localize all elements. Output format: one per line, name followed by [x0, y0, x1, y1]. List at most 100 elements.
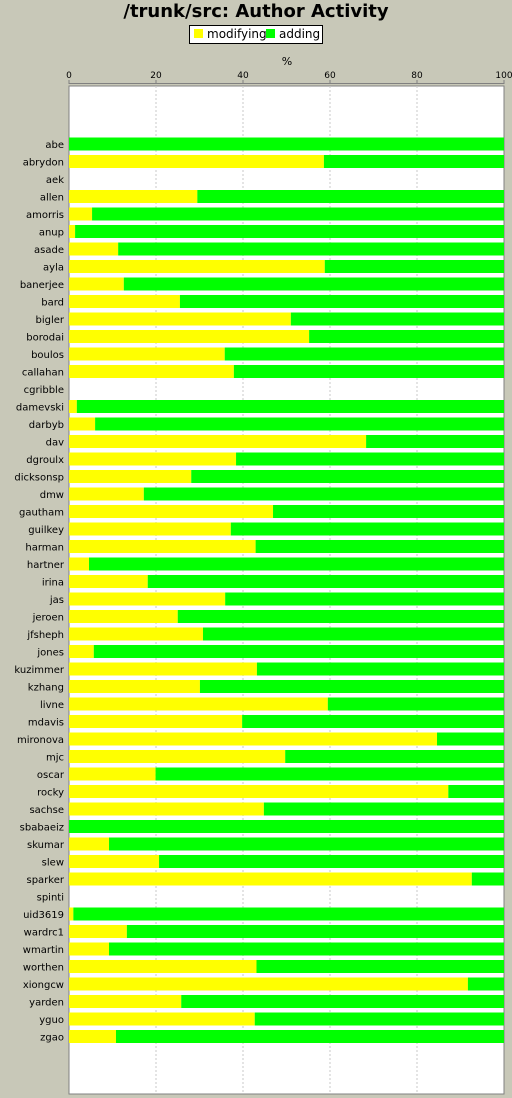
category-label: amorris: [26, 210, 64, 221]
bar-modifying: [69, 312, 291, 326]
bar-adding: [76, 400, 504, 413]
bar-modifying: [69, 995, 182, 1008]
bar-modifying: [69, 435, 367, 448]
bar-modifying: [69, 610, 178, 623]
category-label: oscar: [37, 770, 65, 781]
category-label: ayla: [43, 263, 64, 274]
bar-modifying: [69, 855, 160, 868]
category-label: darbyb: [29, 420, 64, 431]
legend-label-modifying: modifying: [207, 27, 267, 41]
category-label: damevski: [16, 403, 64, 414]
bar-modifying: [69, 872, 472, 886]
bar-adding: [366, 435, 504, 448]
category-label: boulos: [31, 350, 64, 361]
chart-title: /trunk/src: Author Activity: [123, 1, 389, 22]
category-label: jones: [36, 648, 64, 659]
bar-modifying: [69, 190, 198, 203]
bar-adding: [327, 697, 504, 711]
bar-adding: [285, 750, 504, 763]
category-label: abrydon: [23, 158, 64, 169]
bar-adding: [273, 505, 504, 518]
category-label: jfsheph: [26, 630, 64, 641]
bar-modifying: [69, 155, 324, 168]
bar-modifying: [69, 645, 94, 658]
bar-modifying: [69, 1030, 116, 1043]
bar-modifying: [69, 680, 200, 693]
bar-adding: [177, 610, 504, 623]
category-label: yguo: [39, 1015, 64, 1026]
bar-modifying: [69, 242, 119, 256]
bar-modifying: [69, 557, 90, 571]
category-label: anup: [39, 228, 64, 239]
bar-adding: [324, 260, 504, 273]
bar-adding: [323, 155, 504, 168]
category-label: borodai: [26, 333, 64, 344]
x-tick-label: 40: [237, 71, 249, 81]
bar-adding: [224, 347, 505, 361]
bar-adding: [92, 207, 505, 221]
category-label: kzhang: [28, 683, 64, 694]
bar-modifying: [69, 627, 203, 641]
legend: modifying adding: [189, 25, 323, 44]
category-label: spinti: [37, 893, 64, 904]
bar-adding: [143, 487, 504, 501]
bar-adding: [225, 592, 505, 606]
bar-adding: [109, 837, 505, 851]
category-label: mdavis: [28, 718, 64, 729]
x-tick-label: 20: [150, 71, 162, 81]
bar-adding: [69, 820, 504, 833]
bar-modifying: [69, 260, 325, 273]
bar-adding: [242, 715, 504, 728]
category-label: asade: [34, 245, 64, 256]
category-label: jas: [49, 595, 64, 606]
bar-adding: [89, 557, 504, 571]
bar-modifying: [69, 977, 468, 991]
bar-modifying: [69, 277, 124, 291]
category-label: irina: [42, 578, 64, 589]
bar-modifying: [69, 592, 226, 606]
bar-modifying: [69, 505, 274, 518]
category-label: zgao: [40, 1033, 64, 1044]
bar-adding: [115, 1030, 504, 1043]
x-tick-label: 60: [324, 71, 336, 81]
category-label: aek: [46, 175, 64, 186]
category-label: allen: [40, 193, 64, 204]
bar-modifying: [69, 225, 76, 238]
bar-adding: [147, 575, 505, 588]
bar-adding: [256, 662, 504, 676]
bar-modifying: [69, 417, 96, 431]
bar-modifying: [69, 750, 286, 763]
bar-modifying: [69, 960, 257, 973]
category-label: dav: [46, 438, 64, 449]
bar-adding: [236, 452, 505, 466]
category-label: guilkey: [28, 525, 64, 536]
bar-adding: [69, 137, 504, 151]
bar-adding: [75, 225, 504, 238]
bar-adding: [309, 330, 504, 343]
bar-adding: [126, 925, 504, 938]
bar-adding: [467, 977, 504, 991]
bar-adding: [95, 417, 504, 431]
bar-adding: [155, 767, 504, 781]
bar-modifying: [69, 942, 110, 956]
category-label: skumar: [27, 840, 65, 851]
bar-modifying: [69, 575, 148, 588]
category-label: mjc: [46, 753, 64, 764]
bar-modifying: [69, 662, 257, 676]
category-label: sachse: [29, 805, 64, 816]
category-label: gautham: [19, 508, 64, 519]
category-label: mironova: [17, 735, 64, 746]
bar-modifying: [69, 400, 77, 413]
bar-modifying: [69, 295, 180, 308]
category-label: bard: [41, 298, 64, 309]
legend-swatch-modifying: [194, 29, 203, 38]
bar-modifying: [69, 207, 93, 221]
bar-modifying: [69, 540, 256, 553]
bar-adding: [191, 470, 505, 483]
category-label: callahan: [22, 368, 64, 379]
bar-adding: [179, 295, 505, 308]
bar-adding: [255, 540, 504, 553]
bar-adding: [263, 802, 504, 816]
bar-adding: [254, 1012, 504, 1026]
